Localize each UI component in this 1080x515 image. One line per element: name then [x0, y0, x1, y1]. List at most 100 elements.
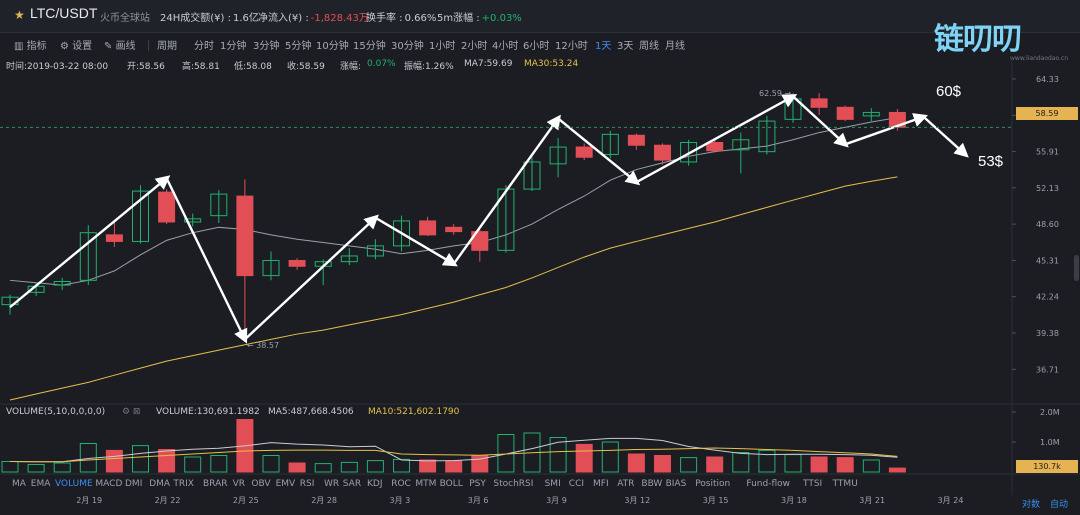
volume-bar [784, 454, 802, 473]
candle-body [393, 220, 410, 247]
indicator-tab-dmi[interactable]: DMI [125, 479, 143, 489]
candle-body [79, 232, 97, 281]
indicator-tab-brar[interactable]: BRAR [203, 479, 228, 489]
period-tab[interactable]: 1小时 [429, 41, 456, 52]
stat-turnover-rate: 换手率 :0.66% [366, 13, 437, 24]
period-tab[interactable]: 2小时 [461, 41, 488, 52]
indicator-tab-macd[interactable]: MACD [95, 479, 123, 489]
volume-bars [1, 419, 906, 473]
exchange-name: 火币全球站 [100, 13, 150, 24]
indicator-tab-vr[interactable]: VR [232, 479, 246, 489]
period-tab[interactable]: 3天 [617, 41, 634, 52]
date-axis: 2月 19 2月 22 2月 25 2月 28 3月 3 3月 6 3月 9 3月 12 3月 … [76, 496, 963, 505]
low-price-label: ← 38.57 [247, 341, 279, 350]
info-high: 高:58.81 [182, 62, 220, 72]
period-tab[interactable]: 分时 [194, 41, 214, 52]
indicator-tab-boll[interactable]: BOLL [439, 479, 463, 489]
indicator-tab-trix[interactable]: TRIX [173, 479, 194, 489]
period-tab[interactable]: 10分钟 [316, 41, 349, 52]
indicator-tab-position[interactable]: Position [695, 479, 731, 489]
volume-bar [810, 456, 828, 473]
indicator-tab-ttmu[interactable]: TTMU [832, 479, 858, 489]
indicator-tab-cci[interactable]: CCI [568, 479, 585, 489]
indicator-tab-dma[interactable]: DMA [149, 479, 171, 489]
stat-5m-change: 5m涨幅 : +0.03% [437, 13, 522, 24]
period-tab[interactable]: 12小时 [555, 41, 588, 52]
volume-tick-label: 1.0M [1040, 438, 1060, 447]
date-tick-label: 3月 6 [468, 496, 489, 505]
settings-button[interactable]: ⚙ 设置 [60, 41, 93, 52]
indicator-tab-ma[interactable]: MA [12, 479, 26, 489]
indicator-tab-wr[interactable]: WR [324, 479, 340, 489]
indicator-button[interactable]: ▥ 指标 [14, 41, 47, 52]
indicator-tab-bias[interactable]: BIAS [665, 479, 687, 489]
price-tick-label: 64.33 [1036, 75, 1059, 84]
date-tick-label: 2月 28 [311, 496, 337, 505]
indicator-tab-rsi[interactable]: RSI [299, 479, 315, 489]
indicator-tab-mfi[interactable]: MFI [593, 479, 609, 489]
candle-body [236, 195, 254, 277]
price-tick-label: 52.13 [1036, 184, 1059, 193]
indicator-tab-bbw[interactable]: BBW [641, 479, 663, 489]
draw-line-button[interactable]: ✎ 画线 [104, 41, 136, 52]
ma7-series [9, 117, 898, 286]
volume-bar [366, 460, 384, 473]
volume-bar [654, 455, 671, 473]
volume-bar [680, 457, 698, 473]
indicator-tab-emv[interactable]: EMV [275, 479, 296, 489]
candle-body [732, 139, 750, 151]
trend-arrow [452, 114, 561, 265]
volume-bar [575, 443, 593, 473]
volume-bar [210, 455, 228, 473]
period-tab[interactable]: 1分钟 [220, 41, 247, 52]
candle-body [366, 245, 384, 257]
period-tab-active[interactable]: 1天 [595, 41, 612, 52]
period-tab[interactable]: 周线 [639, 41, 659, 52]
indicator-tab-volume[interactable]: VOLUME [55, 479, 93, 489]
trend-arrow [557, 117, 641, 186]
period-tab[interactable]: 15分钟 [353, 41, 386, 52]
indicator-tab-mtm[interactable]: MTM [415, 479, 437, 489]
price-axis-scroll-handle[interactable] [1074, 255, 1079, 281]
volume-settings-icon[interactable]: ⚙ ⊠ [122, 407, 141, 417]
volume-bar [105, 449, 123, 473]
indicator-tab-atr[interactable]: ATR [617, 479, 635, 489]
period-tab[interactable]: 5分钟 [285, 41, 312, 52]
indicator-tab-fund-flow[interactable]: Fund-flow [746, 479, 790, 489]
volume-bar [419, 459, 437, 473]
log-scale-button[interactable]: 对数 [1022, 500, 1041, 510]
candle-body [340, 255, 358, 263]
indicator-tab-ttsi[interactable]: TTSI [803, 479, 823, 489]
info-change: 0.07% [367, 59, 396, 69]
period-tab[interactable]: 4小时 [492, 41, 519, 52]
indicator-tab-roc[interactable]: ROC [391, 479, 411, 489]
period-tab[interactable]: 月线 [665, 41, 685, 52]
pair-title[interactable]: LTC/USDT [30, 5, 98, 21]
info-change-label: 涨幅: [340, 62, 362, 72]
price-axis: 64.3359.9755.9152.1348.6045.3142.2439.38… [0, 75, 1060, 447]
candles [1, 93, 906, 341]
indicator-tab-smi[interactable]: SMI [544, 479, 561, 489]
indicator-tab-stochrsi[interactable]: StochRSI [493, 479, 534, 489]
price-tick-label: 39.38 [1036, 329, 1059, 338]
candle-body [523, 161, 541, 190]
price-tick-label: 45.31 [1036, 256, 1059, 265]
candle-body [262, 260, 280, 277]
indicator-tab-ema[interactable]: EMA [30, 479, 51, 489]
candle-body [627, 134, 645, 146]
info-open: 开:58.56 [127, 62, 165, 72]
period-tab[interactable]: 3分钟 [253, 41, 280, 52]
candle-body [862, 111, 880, 117]
indicator-tab-sar[interactable]: SAR [342, 479, 362, 489]
period-tab[interactable]: 6小时 [523, 41, 550, 52]
auto-scale-button[interactable]: 自动 [1050, 500, 1069, 510]
brand-logo-url: www.liandaodao.cn [1010, 55, 1069, 62]
period-tab[interactable]: 30分钟 [391, 41, 424, 52]
favorite-star-icon[interactable]: ★ [14, 8, 25, 22]
indicator-tab-psy[interactable]: PSY [469, 479, 486, 489]
current-price-tag: 58.59 [1016, 107, 1078, 120]
indicator-tab-kdj[interactable]: KDJ [367, 479, 383, 489]
volume-bar [340, 461, 358, 473]
indicator-tab-obv[interactable]: OBV [251, 479, 271, 489]
